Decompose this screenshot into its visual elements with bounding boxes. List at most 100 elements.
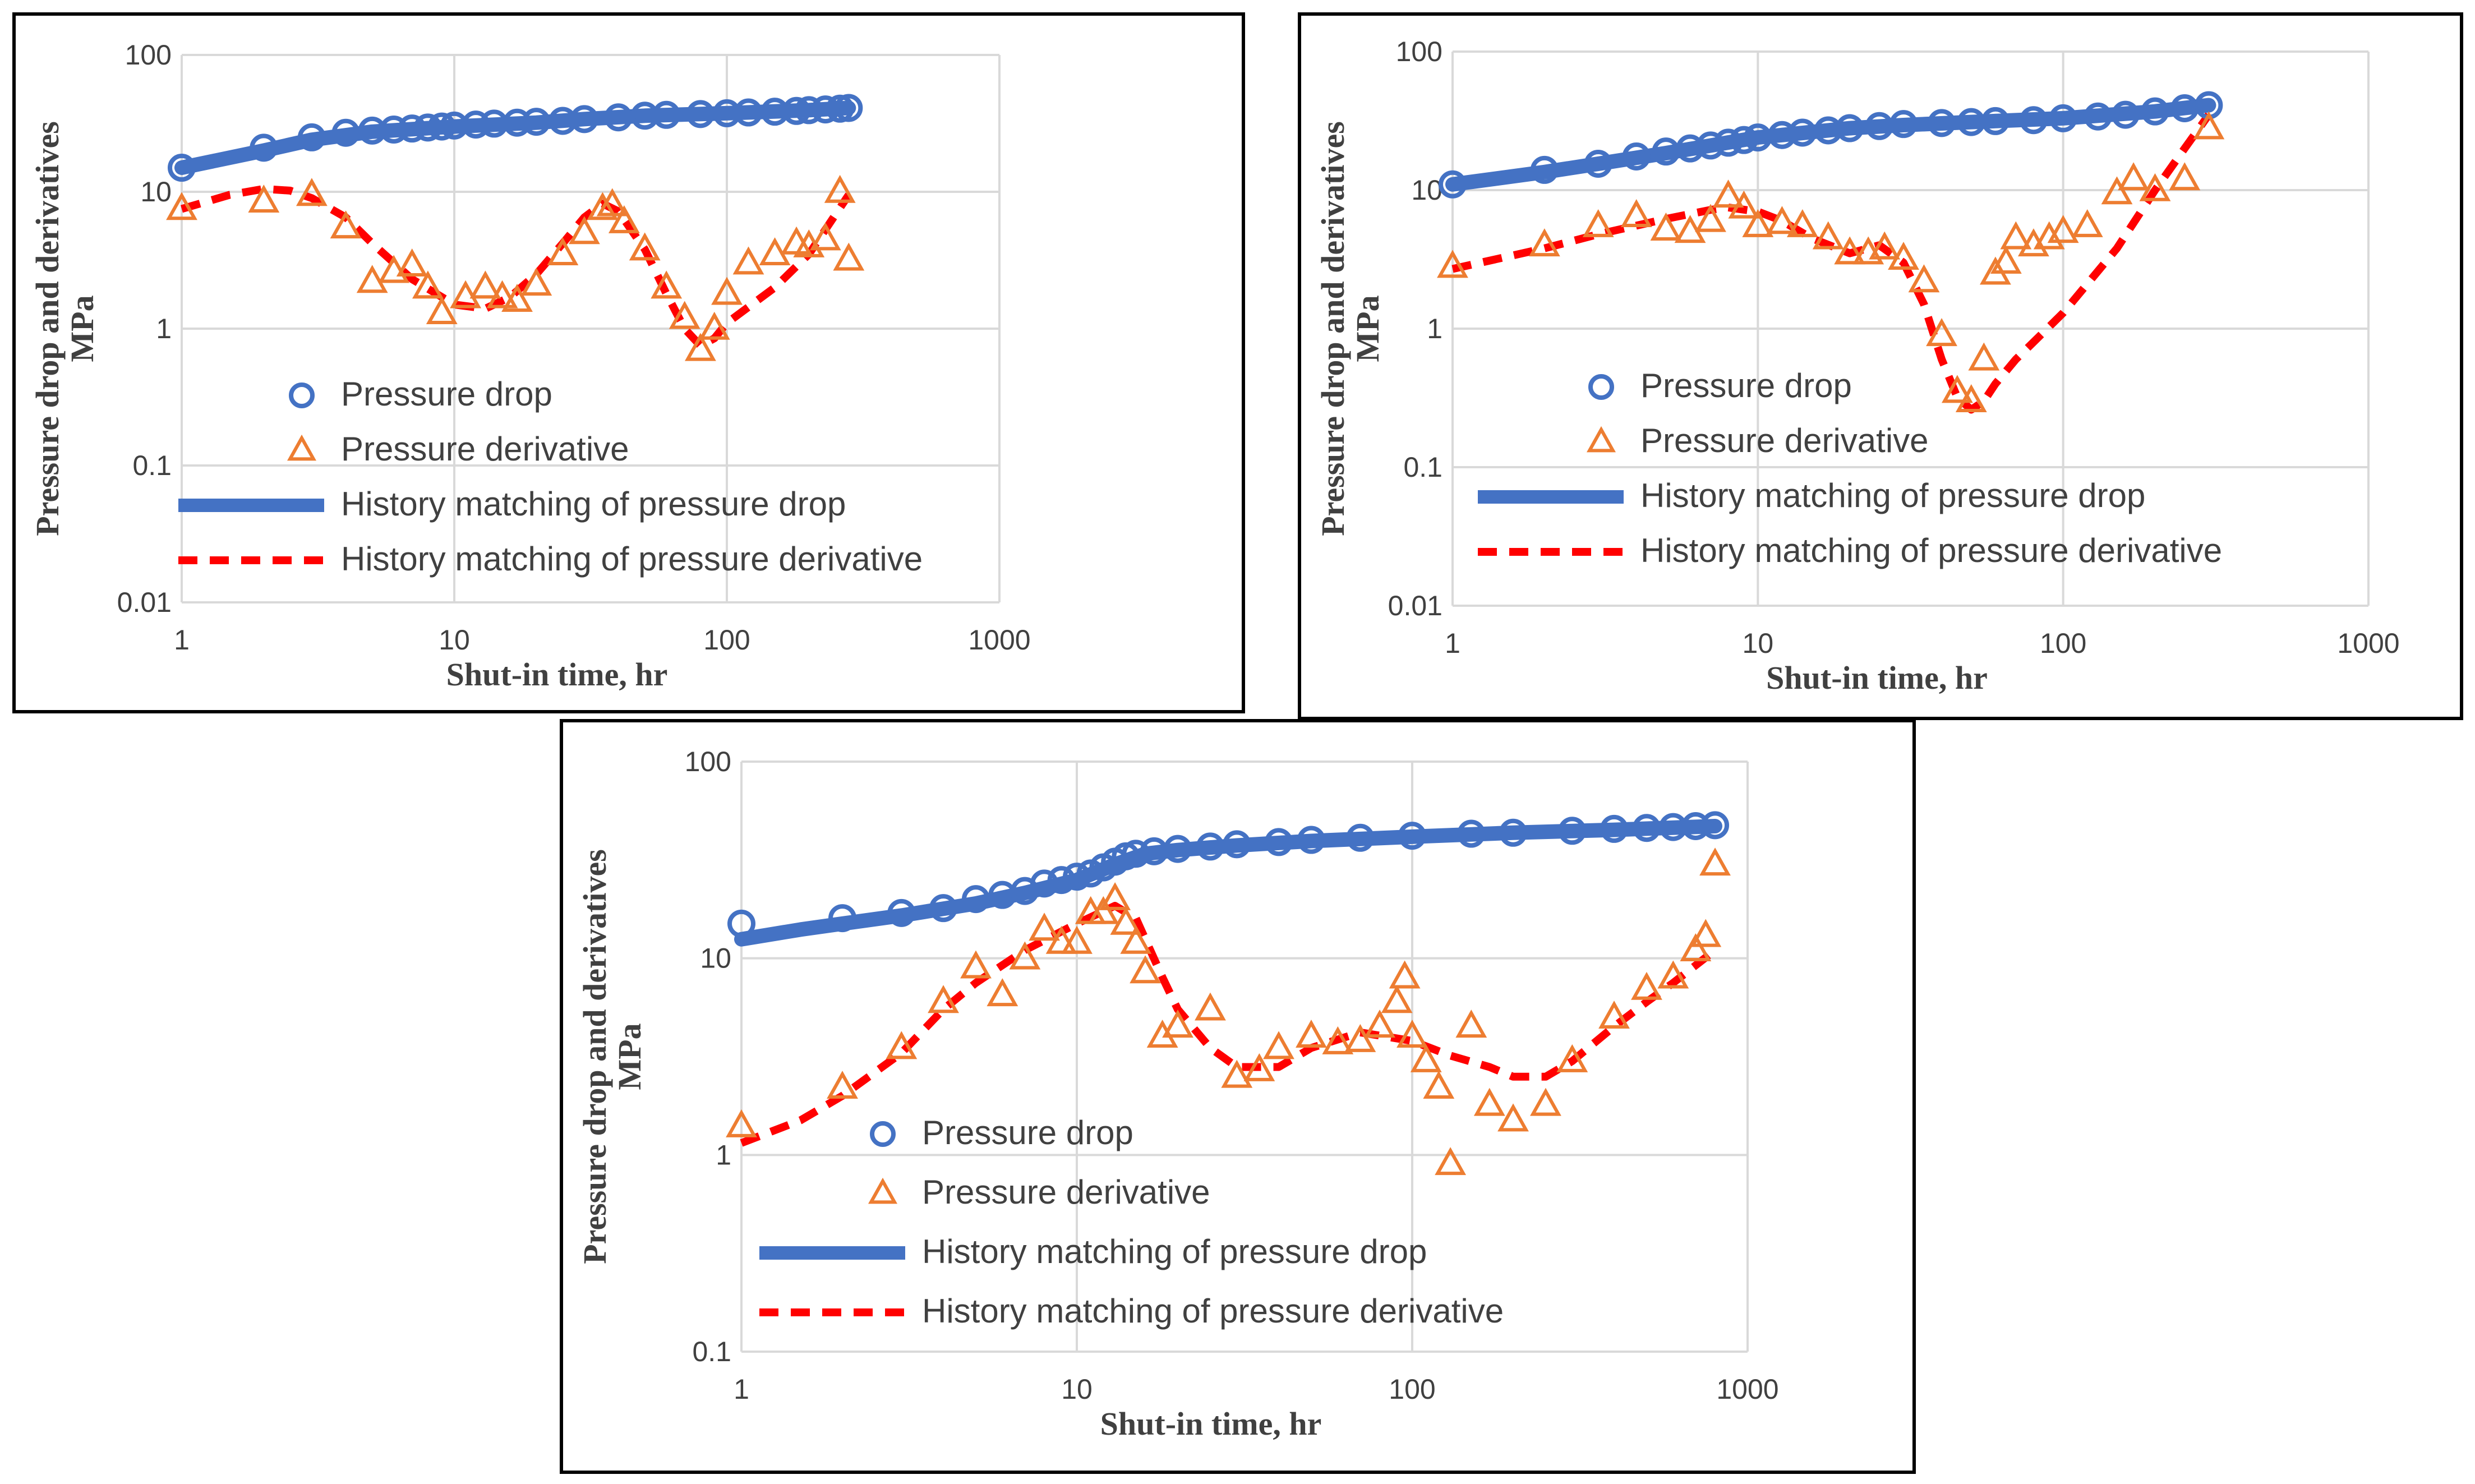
pressure-derivative-fit-line [740,902,1718,1147]
pressure-derivative-point [1728,190,1760,219]
x-tick-label: 100 [2040,628,2086,659]
pressure-drop-point [380,116,408,144]
pressure-derivative-point [827,1071,858,1099]
pressure-drop-point [782,96,811,125]
pressure-derivative-point [486,280,518,308]
pressure-derivative-point [1410,1044,1442,1072]
pressure-derivative-point [1650,212,1682,241]
pressure-derivative-point [1766,206,1798,234]
pressure-derivative-point [824,174,856,203]
pressure-drop-point [1697,131,1725,160]
pressure-drop-point [1297,826,1325,854]
pressure-derivative-point [1195,992,1226,1021]
x-tick-label: 10 [439,624,470,656]
pressure-derivative-point [2000,221,2032,250]
pressure-drop-point [1047,866,1076,895]
pressure-drop-point [1457,819,1486,848]
pressure-derivative-point [1045,925,1077,954]
pressure-derivative-fit-line [1451,112,2213,414]
pressure-drop-point [929,894,958,923]
pressure-derivative-point [1162,1010,1193,1038]
y-axis-title: Pressure drop and derivatives [1315,121,1351,536]
pressure-derivative-point [1869,231,1901,260]
pressure-derivative-point [1742,209,1774,237]
pressure-derivative-fit-line [181,185,852,350]
pressure-derivative-point [1955,384,1987,412]
pressure-drop-point [828,904,857,933]
pressure-derivative-point [1786,209,1818,237]
pressure-derivative-point [568,216,600,245]
pressure-drop-point [331,118,360,147]
legend-triangle-marker [868,1177,898,1204]
pressure-derivative-point [1908,264,1940,293]
pressure-derivative-point [2169,162,2201,191]
pressure-derivative-point [1061,925,1093,954]
pressure-drop-point [2141,97,2169,126]
pressure-derivative-point [1322,1026,1354,1054]
pressure-derivative-point [1528,228,1560,257]
pressure-derivative-point [1497,1103,1529,1132]
pressure-drop-point [1122,840,1150,868]
pressure-derivative-point [1620,199,1652,228]
legend-label: History matching of pressure drop [341,485,846,523]
y-axis-title: MPa [64,295,100,362]
legend-triangle-marker [287,434,317,461]
pressure-drop-point [1836,114,1864,142]
pressure-derivative-point [1530,1087,1561,1116]
y-axis-title: MPa [1349,295,1386,362]
pressure-derivative-point [2193,111,2225,140]
pressure-drop-fit-line [174,100,856,175]
pressure-derivative-point [698,311,730,340]
y-tick-label: 10 [140,176,172,208]
pressure-derivative-point [629,232,661,261]
legend: Pressure drop Pressure derivative History … [759,1114,1504,1330]
legend-label: Pressure derivative [922,1173,1210,1211]
legend: Pressure drop Pressure derivative History … [1478,367,2222,569]
pressure-drop-point [734,98,763,127]
pressure-derivative-point [1888,242,1919,270]
chart-svg: 0.01 0.1 1 10 100 1 10 100 1000 Shut-in time, hr P… [1315,36,2400,696]
pressure-derivative-point [1598,1001,1630,1029]
pressure-derivative-point [608,205,640,233]
pressure-drop-point [1701,811,1730,840]
pressure-derivative-point [1699,847,1731,876]
pressure-derivative-point [1389,960,1421,989]
pressure-drop-point [1730,126,1758,154]
legend-circle-marker [1588,374,1614,400]
pressure-drop-point [1788,118,1817,147]
legend: Pressure drop Pressure derivative History … [178,375,923,578]
pressure-drop-point [1981,107,2010,135]
pressure-derivative-point [1968,342,2000,371]
pressure-derivative-point [1690,919,1722,947]
pressure-drop-point [1439,170,1467,199]
pressure-derivative-point [1680,933,1712,961]
pressure-drop-point [427,112,456,141]
pressure-derivative-point [1296,1020,1327,1048]
pressure-derivative-point [960,950,992,979]
pressure-derivative-point [412,270,444,299]
pressure-derivative-point [1473,1087,1505,1116]
pressure-drop-point [1632,814,1661,842]
pressure-derivative-point [732,246,764,275]
pressure-drop-point [1030,869,1059,898]
pressure-drop-point [887,898,916,927]
pressure-derivative-point [1990,246,2022,274]
pressure-derivative-point [248,185,280,213]
legend-label: History matching of pressure drop [922,1233,1427,1270]
pressure-drop-point [686,100,715,128]
pressure-derivative-point [928,985,959,1013]
pressure-derivative-point [1099,882,1131,910]
pressure-drop-point [1530,155,1559,184]
pressure-derivative-point [1695,204,1726,232]
y-tick-label: 100 [685,746,731,777]
pressure-derivative-point [669,301,700,329]
pressure-drop-point [604,103,633,132]
pressure-drop-point [795,96,823,125]
pressure-drop-point [462,110,490,139]
pressure-drop-point [1164,835,1192,863]
legend-label: Pressure drop [341,375,552,413]
legend-label: Pressure derivative [1640,422,1929,459]
pressure-drop-point [522,108,551,136]
pressure-derivative-point [2047,215,2079,243]
